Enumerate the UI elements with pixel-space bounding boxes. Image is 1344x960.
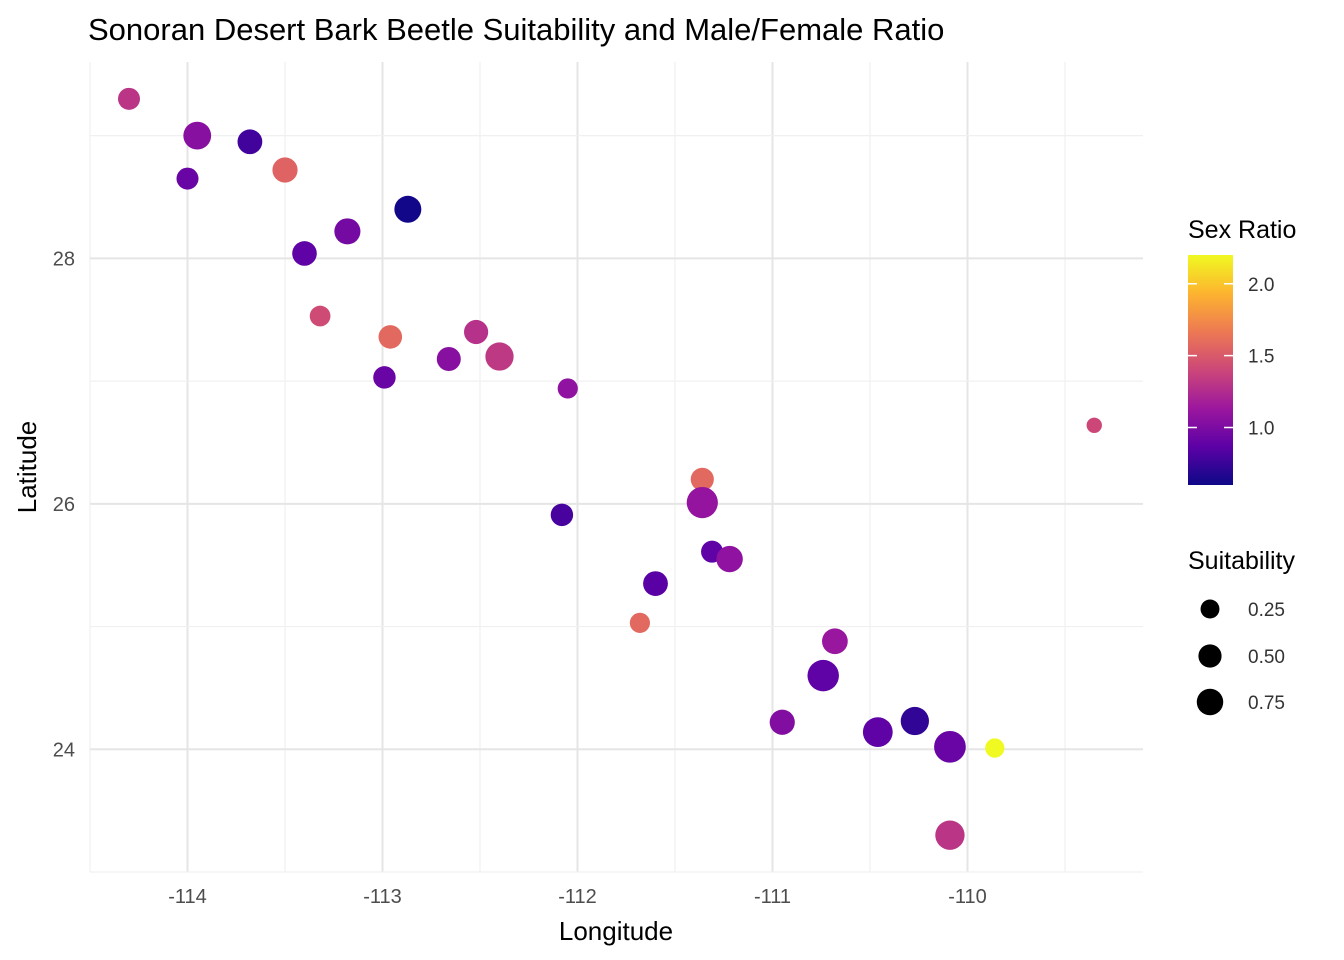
data-point	[309, 305, 331, 327]
data-point	[822, 628, 848, 655]
color-legend: Sex Ratio 1.0 1.5 2.0	[1188, 216, 1296, 485]
data-point	[485, 342, 514, 371]
size-legend-title: Suitability	[1188, 547, 1295, 575]
data-point	[643, 571, 668, 596]
y-tick-label: 26	[53, 494, 75, 516]
data-point	[716, 545, 743, 573]
data-point	[686, 486, 718, 519]
points-layer	[118, 87, 1102, 850]
tick-labels: -114 -113 -112 -111 -110 24 26 28	[53, 248, 987, 908]
data-point	[183, 121, 212, 150]
data-point	[985, 738, 1005, 758]
colorbar-ticks: 1.0 1.5 2.0	[1188, 275, 1274, 440]
size-legend-dot	[1196, 688, 1224, 716]
x-axis-title: Longitude	[559, 916, 673, 946]
color-legend-title: Sex Ratio	[1188, 216, 1296, 244]
colorbar	[1188, 255, 1233, 485]
colorbar-tick-label: 2.0	[1248, 275, 1274, 296]
data-point	[690, 467, 714, 491]
size-legend-keys: 0.25 0.50 0.75	[1196, 599, 1285, 716]
data-point	[769, 709, 795, 735]
data-point	[1086, 417, 1102, 433]
size-legend-dot	[1200, 599, 1220, 619]
y-tick-label: 24	[53, 739, 75, 761]
data-point	[292, 241, 317, 266]
size-legend: Suitability 0.25 0.50 0.75	[1188, 547, 1295, 716]
data-point	[557, 378, 578, 399]
y-tick-label: 28	[53, 248, 75, 270]
data-point	[118, 87, 140, 110]
size-legend-label: 0.25	[1248, 600, 1285, 621]
data-point	[629, 612, 650, 633]
data-point	[272, 157, 298, 183]
data-point	[934, 730, 966, 763]
data-point	[373, 366, 396, 389]
data-point	[935, 820, 965, 850]
data-point	[807, 659, 839, 692]
data-point	[862, 717, 893, 747]
data-point	[436, 347, 461, 371]
data-point	[464, 319, 489, 345]
x-tick-label: -113	[363, 886, 402, 908]
colorbar-tick-label: 1.5	[1248, 347, 1274, 368]
colorbar-tick-label: 1.0	[1248, 419, 1274, 440]
data-point	[900, 706, 929, 736]
data-point	[237, 129, 263, 155]
data-point	[378, 325, 403, 349]
data-point	[394, 195, 422, 223]
y-axis-title: Latitude	[12, 421, 42, 514]
size-legend-label: 0.50	[1248, 647, 1285, 668]
data-point	[550, 503, 574, 527]
chart-title: Sonoran Desert Bark Beetle Suitability a…	[88, 12, 944, 47]
size-legend-label: 0.75	[1248, 693, 1285, 714]
x-tick-label: -112	[558, 886, 597, 908]
x-tick-label: -110	[948, 886, 987, 908]
x-tick-label: -111	[754, 886, 791, 908]
data-point	[334, 218, 361, 245]
grid	[89, 62, 1143, 873]
size-legend-dot	[1198, 644, 1222, 668]
data-point	[176, 167, 199, 190]
x-tick-label: -114	[168, 886, 207, 908]
